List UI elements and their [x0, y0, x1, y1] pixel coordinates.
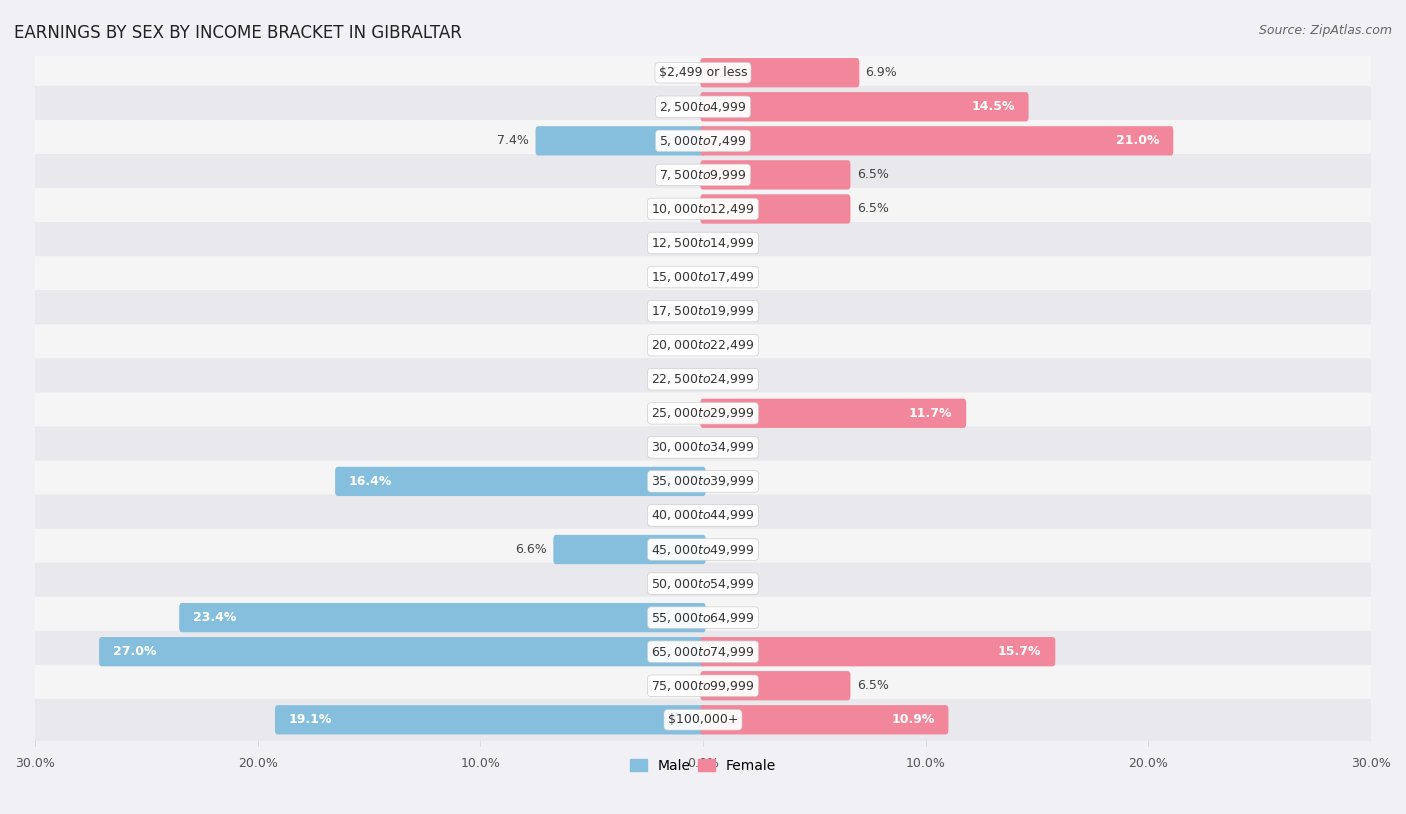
Text: $75,000 to $99,999: $75,000 to $99,999 [651, 679, 755, 693]
Text: 21.0%: 21.0% [1116, 134, 1160, 147]
FancyBboxPatch shape [31, 392, 1375, 434]
Text: 0.0%: 0.0% [659, 168, 692, 182]
Text: 0.0%: 0.0% [714, 509, 747, 522]
Text: 0.0%: 0.0% [659, 407, 692, 420]
FancyBboxPatch shape [31, 222, 1375, 264]
FancyBboxPatch shape [335, 466, 706, 496]
Text: $20,000 to $22,499: $20,000 to $22,499 [651, 338, 755, 352]
Text: $45,000 to $49,999: $45,000 to $49,999 [651, 542, 755, 557]
Text: $10,000 to $12,499: $10,000 to $12,499 [651, 202, 755, 216]
Text: 0.0%: 0.0% [659, 237, 692, 250]
FancyBboxPatch shape [700, 399, 966, 428]
Text: 0.0%: 0.0% [714, 543, 747, 556]
FancyBboxPatch shape [31, 85, 1375, 128]
Text: $65,000 to $74,999: $65,000 to $74,999 [651, 645, 755, 659]
FancyBboxPatch shape [554, 535, 706, 564]
FancyBboxPatch shape [536, 126, 706, 155]
Text: 0.0%: 0.0% [659, 203, 692, 216]
Text: $12,500 to $14,999: $12,500 to $14,999 [651, 236, 755, 250]
Text: 0.0%: 0.0% [659, 304, 692, 317]
Text: $7,500 to $9,999: $7,500 to $9,999 [659, 168, 747, 182]
FancyBboxPatch shape [31, 256, 1375, 298]
FancyBboxPatch shape [700, 637, 1056, 667]
FancyBboxPatch shape [31, 188, 1375, 230]
FancyBboxPatch shape [700, 160, 851, 190]
Text: 0.0%: 0.0% [714, 577, 747, 590]
Text: EARNINGS BY SEX BY INCOME BRACKET IN GIBRALTAR: EARNINGS BY SEX BY INCOME BRACKET IN GIB… [14, 24, 463, 42]
Text: 14.5%: 14.5% [972, 100, 1015, 113]
Text: $17,500 to $19,999: $17,500 to $19,999 [651, 304, 755, 318]
Legend: Male, Female: Male, Female [624, 753, 782, 778]
Text: $55,000 to $64,999: $55,000 to $64,999 [651, 610, 755, 624]
FancyBboxPatch shape [179, 603, 706, 632]
Text: $100,000+: $100,000+ [668, 713, 738, 726]
FancyBboxPatch shape [31, 290, 1375, 332]
FancyBboxPatch shape [31, 495, 1375, 536]
FancyBboxPatch shape [31, 562, 1375, 605]
FancyBboxPatch shape [700, 58, 859, 87]
Text: $5,000 to $7,499: $5,000 to $7,499 [659, 133, 747, 148]
Text: $35,000 to $39,999: $35,000 to $39,999 [651, 475, 755, 488]
Text: $50,000 to $54,999: $50,000 to $54,999 [651, 576, 755, 591]
Text: 6.5%: 6.5% [856, 203, 889, 216]
Text: 0.0%: 0.0% [659, 441, 692, 454]
Text: 0.0%: 0.0% [714, 475, 747, 488]
Text: 0.0%: 0.0% [659, 679, 692, 692]
Text: 0.0%: 0.0% [659, 339, 692, 352]
Text: 0.0%: 0.0% [714, 373, 747, 386]
Text: 0.0%: 0.0% [659, 577, 692, 590]
FancyBboxPatch shape [700, 671, 851, 700]
FancyBboxPatch shape [31, 631, 1375, 672]
Text: Source: ZipAtlas.com: Source: ZipAtlas.com [1258, 24, 1392, 37]
Text: 0.0%: 0.0% [659, 66, 692, 79]
Text: $40,000 to $44,999: $40,000 to $44,999 [651, 509, 755, 523]
Text: 0.0%: 0.0% [714, 339, 747, 352]
Text: 0.0%: 0.0% [714, 441, 747, 454]
FancyBboxPatch shape [31, 120, 1375, 162]
FancyBboxPatch shape [276, 705, 706, 734]
Text: 0.0%: 0.0% [659, 509, 692, 522]
Text: 0.0%: 0.0% [714, 304, 747, 317]
Text: 7.4%: 7.4% [498, 134, 529, 147]
FancyBboxPatch shape [31, 427, 1375, 468]
FancyBboxPatch shape [31, 154, 1375, 196]
Text: $30,000 to $34,999: $30,000 to $34,999 [651, 440, 755, 454]
Text: 6.6%: 6.6% [516, 543, 547, 556]
Text: $15,000 to $17,499: $15,000 to $17,499 [651, 270, 755, 284]
Text: 0.0%: 0.0% [659, 100, 692, 113]
FancyBboxPatch shape [98, 637, 706, 667]
FancyBboxPatch shape [700, 705, 949, 734]
Text: 0.0%: 0.0% [714, 611, 747, 624]
Text: 6.5%: 6.5% [856, 679, 889, 692]
Text: 6.5%: 6.5% [856, 168, 889, 182]
FancyBboxPatch shape [31, 358, 1375, 400]
Text: 16.4%: 16.4% [349, 475, 392, 488]
FancyBboxPatch shape [31, 324, 1375, 366]
FancyBboxPatch shape [700, 195, 851, 224]
Text: $22,500 to $24,999: $22,500 to $24,999 [651, 372, 755, 386]
Text: $2,500 to $4,999: $2,500 to $4,999 [659, 100, 747, 114]
FancyBboxPatch shape [31, 665, 1375, 707]
FancyBboxPatch shape [700, 92, 1029, 121]
Text: 19.1%: 19.1% [288, 713, 332, 726]
Text: 6.9%: 6.9% [866, 66, 897, 79]
Text: 0.0%: 0.0% [659, 373, 692, 386]
Text: 11.7%: 11.7% [908, 407, 952, 420]
Text: 0.0%: 0.0% [714, 237, 747, 250]
Text: $2,499 or less: $2,499 or less [659, 66, 747, 79]
FancyBboxPatch shape [31, 597, 1375, 638]
FancyBboxPatch shape [31, 699, 1375, 741]
Text: 0.0%: 0.0% [714, 270, 747, 283]
FancyBboxPatch shape [700, 126, 1174, 155]
Text: $25,000 to $29,999: $25,000 to $29,999 [651, 406, 755, 420]
Text: 0.0%: 0.0% [659, 270, 692, 283]
Text: 27.0%: 27.0% [112, 646, 156, 659]
FancyBboxPatch shape [31, 52, 1375, 94]
Text: 15.7%: 15.7% [998, 646, 1042, 659]
Text: 10.9%: 10.9% [891, 713, 935, 726]
Text: 23.4%: 23.4% [193, 611, 236, 624]
FancyBboxPatch shape [31, 528, 1375, 571]
FancyBboxPatch shape [31, 461, 1375, 502]
